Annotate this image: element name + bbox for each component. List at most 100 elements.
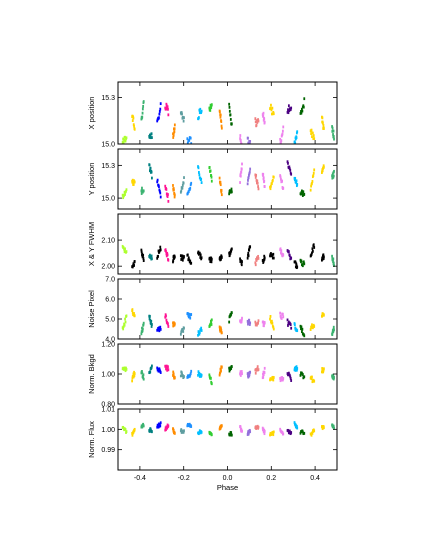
data-point xyxy=(294,141,297,144)
data-point xyxy=(122,246,125,250)
data-point xyxy=(166,253,169,257)
data-point xyxy=(209,106,211,110)
data-point xyxy=(158,116,160,120)
plot-frame xyxy=(117,408,338,471)
data-point xyxy=(183,375,185,378)
data-point xyxy=(166,426,169,430)
data-point xyxy=(197,333,199,337)
series-points xyxy=(121,243,335,270)
data-point xyxy=(123,250,126,254)
data-point xyxy=(186,312,189,315)
data-point xyxy=(332,425,335,429)
data-point xyxy=(230,365,233,369)
data-point xyxy=(190,261,193,265)
data-point xyxy=(287,431,290,435)
data-point xyxy=(148,314,151,318)
data-point xyxy=(248,323,251,326)
data-point xyxy=(180,370,183,374)
y-axis-label: Y position xyxy=(87,163,96,196)
data-point xyxy=(303,192,306,196)
data-point xyxy=(151,136,153,139)
data-point xyxy=(148,133,151,137)
data-point xyxy=(209,258,212,261)
data-point xyxy=(166,251,169,255)
data-point xyxy=(187,190,190,193)
data-point xyxy=(141,375,144,378)
plot-frame xyxy=(117,278,338,340)
data-point xyxy=(310,377,313,381)
data-point xyxy=(247,322,249,326)
data-point xyxy=(150,254,153,258)
data-point xyxy=(255,173,258,177)
data-point xyxy=(189,259,192,263)
data-point xyxy=(166,105,169,109)
data-point xyxy=(219,113,222,117)
data-point xyxy=(290,106,293,110)
data-point xyxy=(167,113,170,117)
data-point xyxy=(165,364,168,368)
data-point xyxy=(293,368,296,372)
data-point xyxy=(246,182,249,186)
x-tick-label: 0.4 xyxy=(310,475,320,482)
data-point xyxy=(248,318,251,322)
data-point xyxy=(293,140,296,144)
data-point xyxy=(247,375,250,379)
data-point xyxy=(209,319,212,323)
data-point xyxy=(249,321,252,325)
data-point xyxy=(209,260,212,263)
data-point xyxy=(322,367,325,371)
data-point xyxy=(269,254,271,258)
data-point xyxy=(301,189,303,193)
data-point xyxy=(125,136,128,140)
data-point xyxy=(181,374,184,377)
data-point xyxy=(123,323,126,327)
data-point xyxy=(200,109,203,113)
data-point xyxy=(186,376,189,379)
data-point xyxy=(156,256,159,260)
data-point xyxy=(159,328,162,331)
data-point xyxy=(167,365,169,369)
data-point xyxy=(228,109,231,113)
data-point xyxy=(133,127,136,131)
data-point xyxy=(301,373,304,376)
y-tick-label: 1.00 xyxy=(101,372,115,379)
data-point xyxy=(150,132,153,136)
data-point xyxy=(271,254,274,257)
data-point xyxy=(172,187,175,190)
data-point xyxy=(142,321,145,325)
data-point xyxy=(200,373,203,377)
data-point xyxy=(281,179,283,183)
data-point xyxy=(322,165,325,169)
data-point xyxy=(142,424,145,428)
data-point xyxy=(122,196,125,200)
data-point xyxy=(150,366,153,369)
data-point xyxy=(159,195,162,199)
data-point xyxy=(142,257,145,260)
data-point xyxy=(287,111,290,115)
data-point xyxy=(240,144,242,147)
data-point xyxy=(200,326,203,330)
data-point xyxy=(142,373,145,377)
data-point xyxy=(313,325,316,328)
data-point xyxy=(183,255,185,258)
data-point xyxy=(287,429,290,433)
data-point xyxy=(279,311,282,315)
data-point xyxy=(271,321,274,325)
data-point xyxy=(132,372,135,376)
data-point xyxy=(132,116,135,120)
data-point xyxy=(303,97,306,101)
y-tick-label: 6.0 xyxy=(105,297,115,304)
data-point xyxy=(156,178,159,182)
data-point xyxy=(300,191,303,194)
data-point xyxy=(294,369,297,372)
data-point xyxy=(181,372,183,376)
y-axis-label: Norm. Bkgd xyxy=(87,354,96,394)
data-point xyxy=(333,328,335,332)
data-point xyxy=(303,262,306,266)
data-point xyxy=(220,126,223,130)
data-point xyxy=(165,318,168,322)
data-point xyxy=(181,186,184,190)
data-point xyxy=(167,193,169,196)
data-point xyxy=(158,188,161,192)
data-point xyxy=(183,116,185,120)
